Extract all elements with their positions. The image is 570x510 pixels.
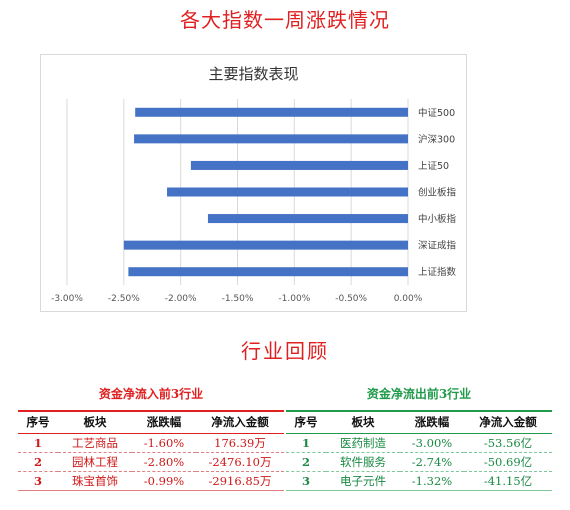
x-tick-label: -0.50% xyxy=(335,294,367,304)
net-inflow: -2476.10万 xyxy=(196,452,284,472)
change-pct: -1.32% xyxy=(400,471,464,491)
column-header: 净流入金额 xyxy=(464,411,552,434)
x-tick-label: 0.00% xyxy=(394,294,423,304)
row-index: 1 xyxy=(18,433,58,453)
column-header: 净流入金额 xyxy=(196,411,284,434)
net-inflow: -41.15亿 xyxy=(464,471,552,491)
outflow-table: 序号 板块 涨跌幅 净流入金额 1 医药制造 -3.00% -53.56亿 2 … xyxy=(286,410,552,491)
table-header-row: 序号 板块 涨跌幅 净流入金额 xyxy=(286,411,552,434)
row-index: 3 xyxy=(18,471,58,491)
chart-plot: -3.00% -2.50% -2.00% -1.50% -1.00% -0.50% 0.00… xyxy=(51,99,457,304)
sector-name: 软件服务 xyxy=(326,452,400,472)
bar xyxy=(123,240,408,250)
row-index: 3 xyxy=(286,471,326,491)
change-pct: -0.99% xyxy=(132,471,196,491)
sector-name: 珠宝首饰 xyxy=(58,471,132,491)
column-header: 涨跌幅 xyxy=(132,411,196,434)
change-pct: -3.00% xyxy=(400,433,464,453)
outflow-panel: 资金净流出前3行业 序号 板块 涨跌幅 净流入金额 1 医药制造 -3.00% … xyxy=(286,384,552,491)
sector-name: 医药制造 xyxy=(326,433,400,453)
section-title: 行业回顾 xyxy=(241,339,329,363)
bar xyxy=(134,134,408,144)
outflow-title: 资金净流出前3行业 xyxy=(366,387,472,401)
category-label: 深证成指 xyxy=(418,240,457,252)
x-tick-label: -1.00% xyxy=(278,294,310,304)
change-pct: -2.74% xyxy=(400,452,464,472)
column-header: 序号 xyxy=(286,411,326,434)
column-header: 涨跌幅 xyxy=(400,411,464,434)
bar xyxy=(167,187,408,197)
bar xyxy=(207,214,408,224)
inflow-panel: 资金净流入前3行业 序号 板块 涨跌幅 净流入金额 1 工艺商品 -1.60% … xyxy=(18,384,284,491)
table-header-row: 序号 板块 涨跌幅 净流入金额 xyxy=(18,411,284,434)
net-inflow: 176.39万 xyxy=(196,433,284,453)
net-inflow: -50.69亿 xyxy=(464,452,552,472)
net-inflow: -2916.85万 xyxy=(196,471,284,491)
column-header: 板块 xyxy=(326,411,400,434)
x-tick-label: -3.00% xyxy=(51,294,83,304)
chart-title: 主要指数表现 xyxy=(208,65,299,83)
column-header: 序号 xyxy=(18,411,58,434)
table-row: 3 珠宝首饰 -0.99% -2916.85万 xyxy=(18,471,284,491)
table-row: 3 电子元件 -1.32% -41.15亿 xyxy=(286,471,552,491)
table-row: 2 软件服务 -2.74% -50.69亿 xyxy=(286,452,552,472)
bar xyxy=(190,160,408,170)
bar xyxy=(135,107,408,117)
table-row: 1 医药制造 -3.00% -53.56亿 xyxy=(286,433,552,453)
category-label: 上证50 xyxy=(418,161,449,172)
sector-name: 工艺商品 xyxy=(58,433,132,453)
row-index: 1 xyxy=(286,433,326,453)
inflow-table: 序号 板块 涨跌幅 净流入金额 1 工艺商品 -1.60% 176.39万 2 … xyxy=(18,410,284,491)
change-pct: -2.80% xyxy=(132,452,196,472)
category-label: 创业板指 xyxy=(418,187,457,199)
category-label: 中证500 xyxy=(418,107,455,119)
inflow-title: 资金净流入前3行业 xyxy=(98,387,204,401)
row-index: 2 xyxy=(18,452,58,472)
bar xyxy=(128,267,408,277)
category-label: 上证指数 xyxy=(418,266,457,278)
row-index: 2 xyxy=(286,452,326,472)
x-tick-label: -2.00% xyxy=(165,294,197,304)
category-label: 沪深300 xyxy=(418,133,455,145)
net-inflow: -53.56亿 xyxy=(464,433,552,453)
change-pct: -1.60% xyxy=(132,433,196,453)
category-label: 中小板指 xyxy=(418,213,457,225)
table-row: 1 工艺商品 -1.60% 176.39万 xyxy=(18,433,284,453)
sector-name: 园林工程 xyxy=(58,452,132,472)
table-row: 2 园林工程 -2.80% -2476.10万 xyxy=(18,452,284,472)
x-tick-label: -1.50% xyxy=(222,294,254,304)
x-tick-label: -2.50% xyxy=(108,294,140,304)
column-header: 板块 xyxy=(58,411,132,434)
page-title: 各大指数一周涨跌情况 xyxy=(180,8,390,32)
sector-name: 电子元件 xyxy=(326,471,400,491)
index-performance-chart: 主要指数表现 -3.00% -2.50% -2.00% -1.50% -1.00% -0.… xyxy=(40,54,467,312)
